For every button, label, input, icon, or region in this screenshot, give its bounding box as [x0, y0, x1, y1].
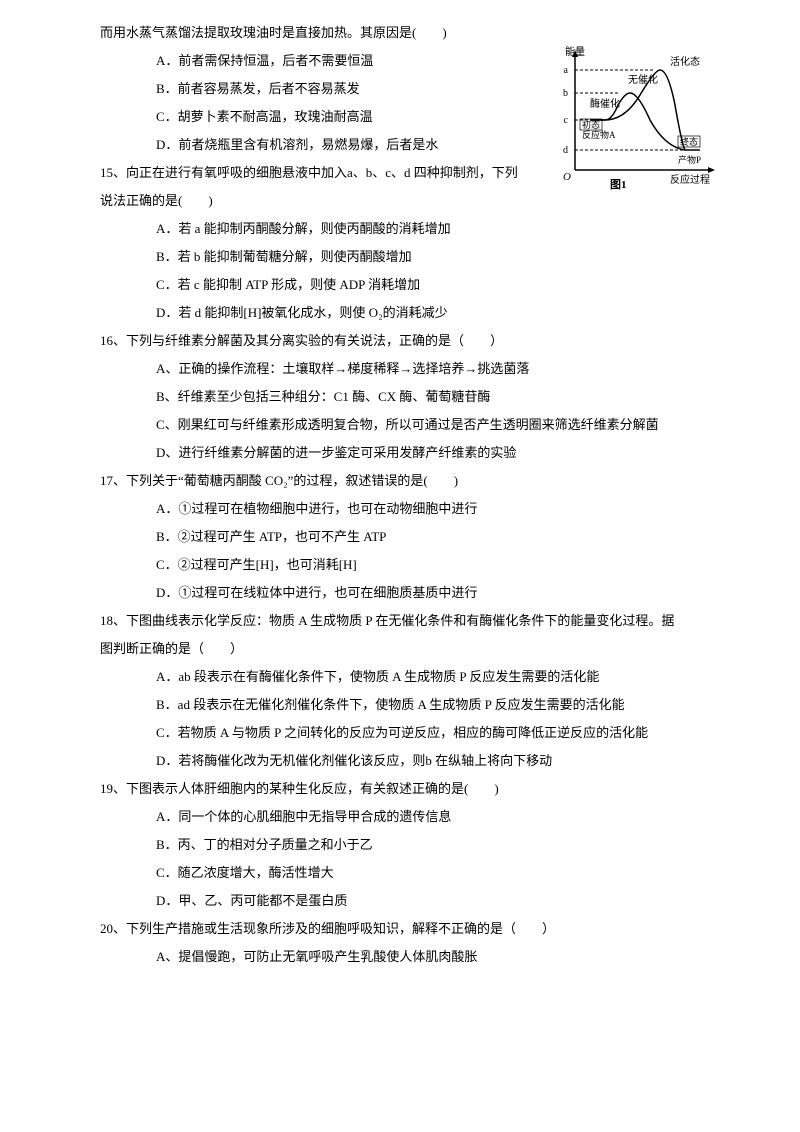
q17-text: 17、下列关于“葡萄糖丙酮酸 CO₂”的过程，叙述错误的是( ) [100, 468, 700, 494]
q16-option-d: D、进行纤维素分解菌的进一步鉴定可采用发酵产纤维素的实验 [100, 440, 700, 466]
q18-option-c: C．若物质 A 与物质 P 之间转化的反应为可逆反应，相应的酶可降低正逆反应的活… [100, 720, 700, 746]
q19-option-c: C．随乙浓度增大，酶活性增大 [100, 860, 700, 886]
q18-option-a: A．ab 段表示在有酶催化条件下，使物质 A 生成物质 P 反应发生需要的活化能 [100, 664, 700, 690]
q17-option-c: C．②过程可产生[H]，也可消耗[H] [100, 552, 700, 578]
q18-option-d: D．若将酶催化改为无机催化剂催化该反应，则b 在纵轴上将向下移动 [100, 748, 700, 774]
svg-text:c: c [564, 115, 569, 126]
svg-text:d: d [563, 145, 568, 156]
q16-option-a: A、正确的操作流程：土壤取样→梯度稀释→选择培养→挑选菌落 [100, 356, 700, 382]
q17-option-b: B．②过程可产生 ATP，也可不产生 ATP [100, 524, 700, 550]
q15-option-a: A．若 a 能抑制丙酮酸分解，则使丙酮酸的消耗增加 [100, 216, 700, 242]
q16-option-c: C、刚果红可与纤维素形成透明复合物，所以可通过是否产生透明圈来筛选纤维素分解菌 [100, 412, 700, 438]
q18-text-2: 图判断正确的是（ ） [100, 636, 700, 662]
q18-text-1: 18、下图曲线表示化学反应：物质 A 生成物质 P 在无催化条件和有酶催化条件下… [100, 608, 700, 634]
svg-text:a: a [564, 65, 569, 76]
intro-text: 而用水蒸气蒸馏法提取玫瑰油时是直接加热。其原因是( ) [100, 20, 700, 46]
q20-option-a: A、提倡慢跑，可防止无氧呼吸产生乳酸使人体肌肉酸胀 [100, 944, 700, 970]
energy-diagram: a b c d 能量 活化态 无催化 酶催化 初态 反应物A 终态 产物P O … [560, 45, 720, 195]
initial-label: 初态 [582, 119, 600, 130]
q17-option-a: A．①过程可在植物细胞中进行，也可在动物细胞中进行 [100, 496, 700, 522]
q19-option-b: B．丙、丁的相对分子质量之和小于乙 [100, 832, 700, 858]
q19-option-d: D．甲、乙、丙可能都不是蛋白质 [100, 888, 700, 914]
q16-option-b: B、纤维素至少包括三种组分：C1 酶、CX 酶、葡萄糖苷酶 [100, 384, 700, 410]
q20-text: 20、下列生产措施或生活现象所涉及的细胞呼吸知识，解释不正确的是（ ） [100, 916, 700, 942]
q15-option-d: D．若 d 能抑制[H]被氧化成水，则使 O₂的消耗减少 [100, 300, 700, 326]
no-catalyst-label: 无催化 [628, 73, 658, 86]
q19-text: 19、下图表示人体肝细胞内的某种生化反应，有关叙述正确的是( ) [100, 776, 700, 802]
svg-text:O: O [563, 171, 571, 183]
enzyme-label: 酶催化 [590, 97, 620, 110]
q16-text: 16、下列与纤维素分解菌及其分离实验的有关说法，正确的是（ ） [100, 328, 700, 354]
q17-option-d: D．①过程可在线粒体中进行，也可在细胞质基质中进行 [100, 580, 700, 606]
figure-label: 图1 [610, 178, 627, 191]
q15-option-b: B．若 b 能抑制葡萄糖分解，则使丙酮酸增加 [100, 244, 700, 270]
final-label: 终态 [680, 136, 698, 147]
x-axis-label: 反应过程 [670, 173, 710, 186]
svg-text:b: b [563, 88, 568, 99]
reactant-label: 反应物A [582, 129, 616, 140]
q19-option-a: A．同一个体的心肌细胞中无指导甲合成的遗传信息 [100, 804, 700, 830]
y-axis-label: 能量 [565, 45, 585, 58]
product-label: 产物P [678, 154, 701, 165]
q18-option-b: B．ad 段表示在无催化剂催化条件下，使物质 A 生成物质 P 反应发生需要的活… [100, 692, 700, 718]
q15-option-c: C．若 c 能抑制 ATP 形成，则使 ADP 消耗增加 [100, 272, 700, 298]
activated-label: 活化态 [670, 55, 700, 68]
